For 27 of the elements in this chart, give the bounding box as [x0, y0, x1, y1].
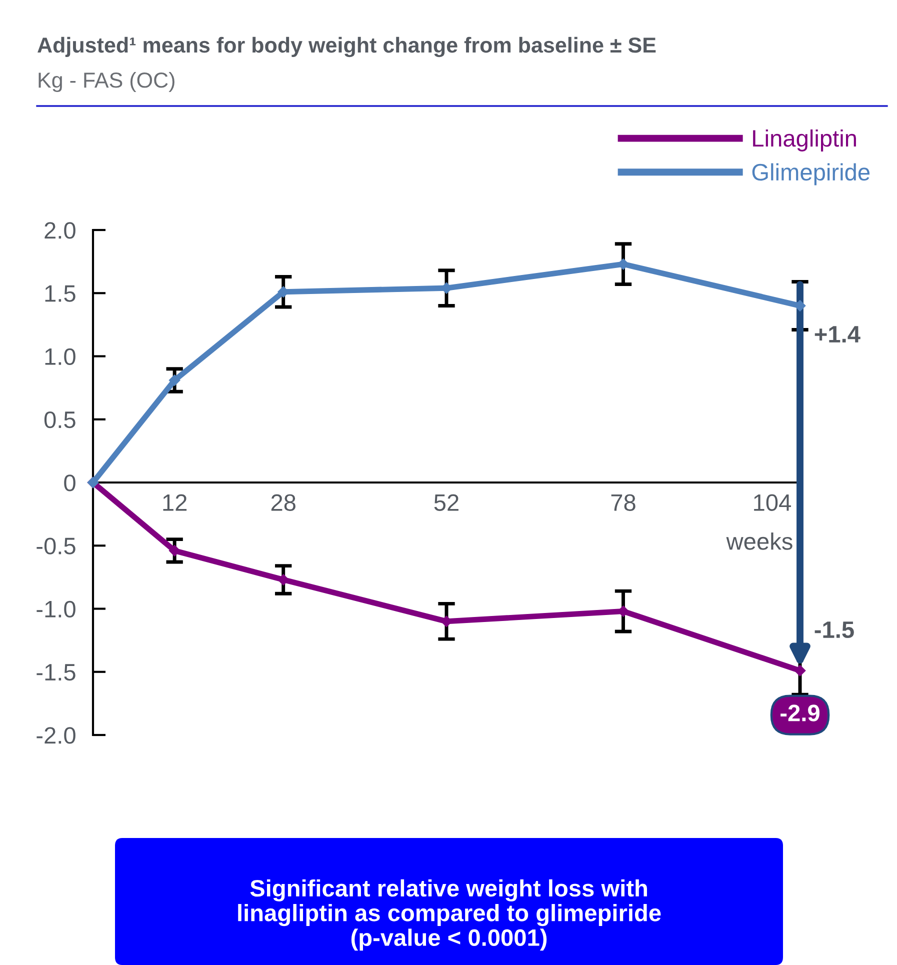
annotation: +1.4 — [814, 326, 860, 342]
point — [168, 374, 180, 386]
x-tick-label: 12 — [163, 494, 187, 511]
point — [168, 545, 180, 556]
y-tick-label: 0 — [64, 474, 76, 492]
point — [278, 574, 289, 586]
chart-subtitle: Kg - FAS (OC) — [38, 72, 174, 92]
x-tick-label: 104 — [754, 494, 791, 511]
y-tick-label: 0.5 — [44, 411, 76, 428]
y-tick-label: 2.0 — [44, 222, 76, 239]
x-tick-label: 78 — [611, 494, 636, 511]
y-tick-label: 1.5 — [45, 285, 76, 302]
y-tick-label: -2.0 — [36, 727, 76, 744]
point — [794, 665, 806, 676]
x-tick-label: 28 — [271, 494, 296, 511]
x-tick-label: 52 — [434, 494, 458, 511]
text: Glimepiride — [752, 163, 870, 186]
text: Significant relative weight loss with linagliptin as compared to glimepiride (p-value < 0.0001) — [238, 879, 661, 951]
text: Linagliptin — [753, 129, 856, 152]
chart-title: Adjusted¹ means for body weight change from baseline ± SE — [38, 36, 656, 58]
y-tick-label: -1.5 — [36, 664, 76, 681]
annotation: -1.5 — [814, 622, 854, 638]
y-tick-label: -0.5 — [36, 538, 76, 554]
y-tick-label: -1.0 — [36, 600, 76, 618]
annotation: -2.9 — [780, 704, 820, 722]
x-axis-title: weeks — [726, 532, 792, 550]
y-tick-label: 1.0 — [45, 348, 76, 366]
